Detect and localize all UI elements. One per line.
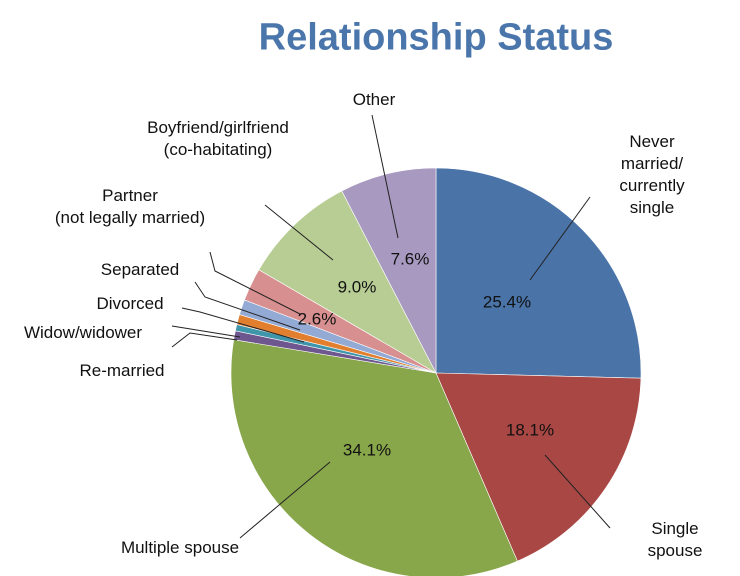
slice-label: Widow/widower xyxy=(23,323,143,342)
slice-label: Separated xyxy=(100,260,180,279)
leader-line xyxy=(194,281,301,331)
value-label: 18.1% xyxy=(506,420,554,439)
value-label: 34.1% xyxy=(343,440,391,459)
value-label: 2.6% xyxy=(298,309,337,328)
leader-line xyxy=(171,325,241,338)
value-label: 7.6% xyxy=(391,249,430,268)
leader-line xyxy=(544,454,611,529)
slice-label: Partner (not legally married) xyxy=(54,186,206,227)
value-label: 25.4% xyxy=(483,292,531,311)
slice-label: Other xyxy=(352,90,396,109)
slice-label: Boyfriend/girlfriend (co-habitating) xyxy=(147,118,289,159)
slice-label: Multiple spouse xyxy=(120,538,240,557)
pie-slice xyxy=(435,372,642,562)
leader-line xyxy=(209,251,301,315)
slice-label: Re-married xyxy=(79,361,165,380)
leader-line xyxy=(371,114,399,239)
leader-line xyxy=(529,196,591,281)
pie-slice xyxy=(230,339,518,576)
leader-line xyxy=(171,332,238,348)
pie-slice xyxy=(435,167,642,379)
value-label: 9.0% xyxy=(338,277,377,296)
slice-label: Single spouse xyxy=(647,519,703,560)
chart-title: Relationship Status xyxy=(258,16,614,59)
slice-label: Divorced xyxy=(96,294,164,313)
pie-slice xyxy=(341,167,437,374)
leader-line xyxy=(239,461,331,539)
leader-line xyxy=(264,204,334,261)
slice-label: Never married/ currently single xyxy=(619,132,685,217)
leader-line xyxy=(181,307,305,343)
